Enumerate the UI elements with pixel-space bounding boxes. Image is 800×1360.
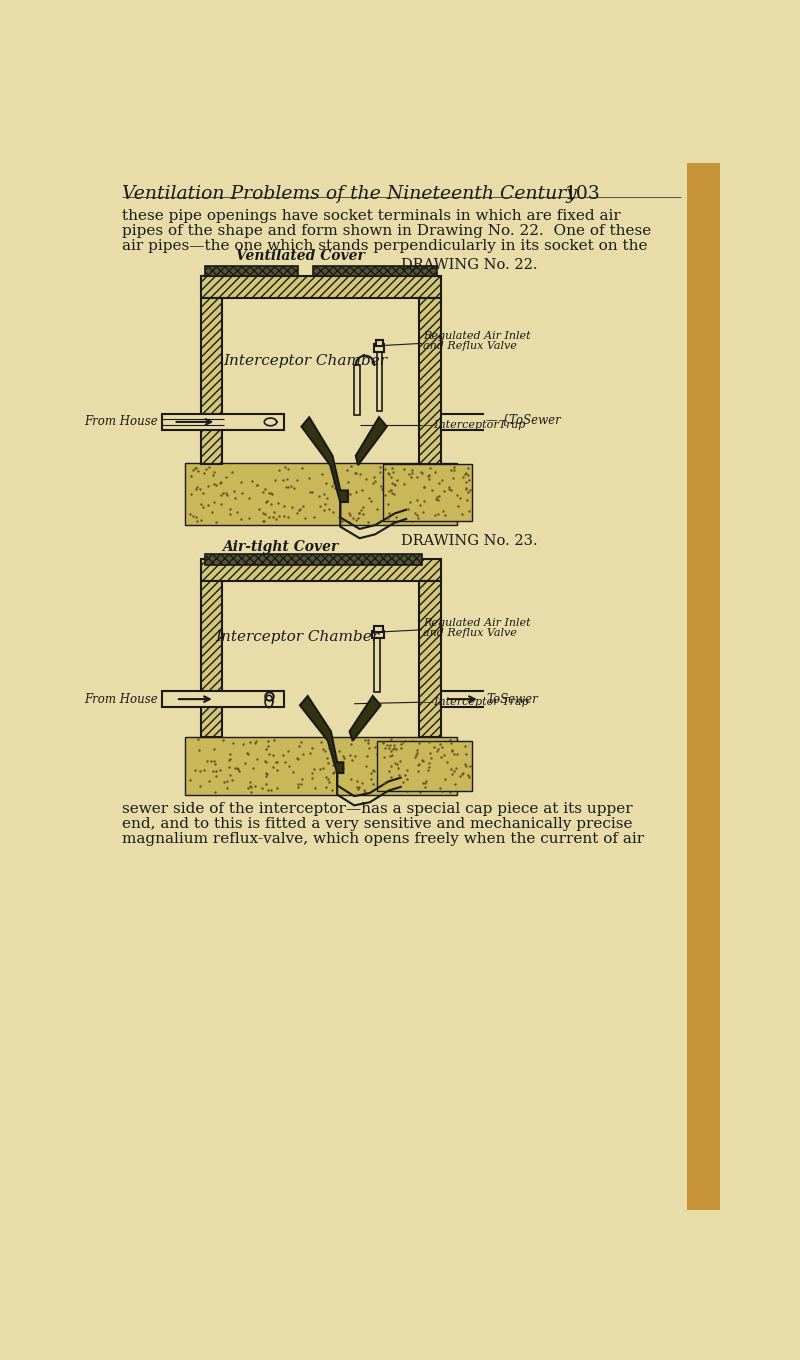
Text: Ventilated Cover: Ventilated Cover bbox=[236, 249, 364, 264]
Bar bbox=[374, 626, 383, 632]
Text: From House: From House bbox=[84, 692, 158, 706]
Bar bbox=[205, 265, 298, 276]
Bar bbox=[372, 631, 385, 638]
Bar bbox=[383, 464, 472, 521]
Text: Regulated Air Inlet: Regulated Air Inlet bbox=[423, 619, 531, 628]
Text: end, and to this is fitted a very sensitive and mechanically precise: end, and to this is fitted a very sensit… bbox=[122, 817, 632, 831]
Text: and Reflux Valve: and Reflux Valve bbox=[423, 341, 517, 351]
Text: Regulated Air Inlet: Regulated Air Inlet bbox=[423, 330, 531, 341]
Text: these pipe openings have socket terminals in which are fixed air: these pipe openings have socket terminal… bbox=[122, 209, 621, 223]
Text: and Reflux Valve: and Reflux Valve bbox=[423, 628, 517, 638]
Polygon shape bbox=[350, 696, 381, 741]
Bar bbox=[201, 559, 441, 581]
Bar bbox=[354, 364, 361, 415]
Bar bbox=[186, 464, 457, 525]
Text: pipes of the shape and form shown in Drawing No. 22.  One of these: pipes of the shape and form shown in Dra… bbox=[122, 224, 651, 238]
Text: —Interceptor Trap: —Interceptor Trap bbox=[423, 698, 529, 707]
Bar bbox=[374, 636, 380, 692]
Text: magnalium reflux-valve, which opens freely when the current of air: magnalium reflux-valve, which opens free… bbox=[122, 831, 644, 846]
Bar bbox=[162, 691, 285, 707]
Text: ToSewer: ToSewer bbox=[486, 692, 538, 706]
Text: — {ToSewer: — {ToSewer bbox=[486, 413, 561, 426]
Bar bbox=[313, 265, 437, 276]
Bar bbox=[201, 298, 222, 464]
Polygon shape bbox=[300, 696, 343, 772]
Bar bbox=[378, 741, 472, 790]
Polygon shape bbox=[356, 418, 386, 465]
Text: DRAWING No. 23.: DRAWING No. 23. bbox=[402, 534, 538, 548]
Text: 103: 103 bbox=[565, 185, 601, 203]
Bar bbox=[222, 581, 419, 706]
Text: Interceptor Chamber: Interceptor Chamber bbox=[223, 354, 387, 367]
Bar bbox=[186, 737, 457, 794]
Bar bbox=[205, 555, 422, 566]
Text: —InterceptorTrap: —InterceptorTrap bbox=[423, 420, 526, 430]
Bar bbox=[377, 350, 382, 411]
Text: Ventilation Problems of the Nineteenth Century: Ventilation Problems of the Nineteenth C… bbox=[122, 185, 577, 203]
Bar bbox=[419, 298, 441, 464]
Bar bbox=[687, 163, 720, 1210]
Text: Air-tight Cover: Air-tight Cover bbox=[222, 540, 338, 555]
Bar bbox=[162, 415, 285, 430]
Text: sewer side of the interceptor—has a special cap piece at its upper: sewer side of the interceptor—has a spec… bbox=[122, 802, 632, 816]
Bar bbox=[419, 581, 441, 737]
Text: Interceptor Chamber: Interceptor Chamber bbox=[215, 630, 379, 645]
Bar bbox=[376, 340, 383, 345]
Bar bbox=[374, 344, 385, 352]
Bar bbox=[201, 276, 441, 298]
Bar bbox=[222, 298, 419, 428]
Text: air pipes—the one which stands perpendicularly in its socket on the: air pipes—the one which stands perpendic… bbox=[122, 238, 647, 253]
Polygon shape bbox=[302, 418, 348, 502]
Bar bbox=[201, 581, 222, 737]
Text: DRAWING No. 22.: DRAWING No. 22. bbox=[402, 258, 538, 272]
Text: From House: From House bbox=[84, 415, 158, 428]
